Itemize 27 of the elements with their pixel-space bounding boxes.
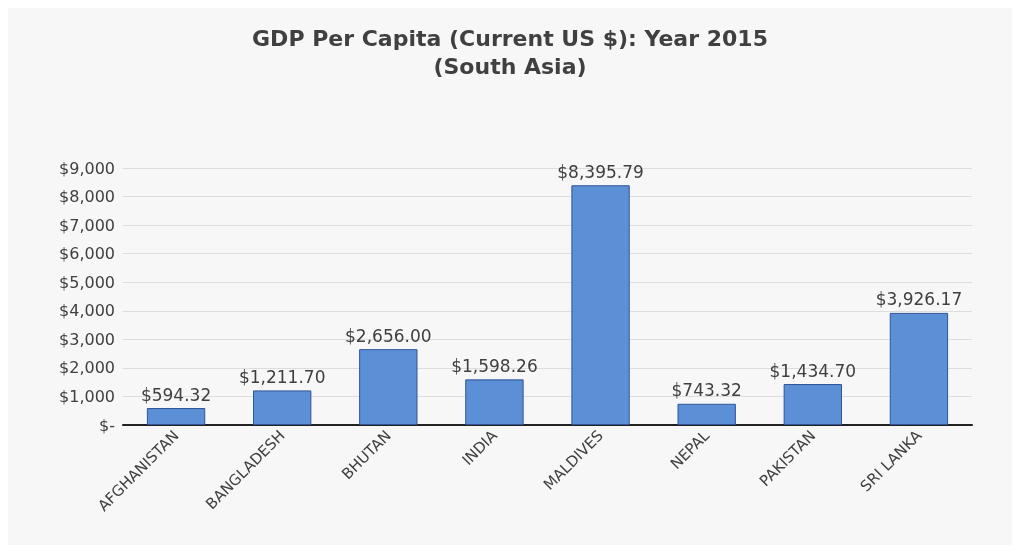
y-tick-label: $8,000	[59, 187, 115, 207]
y-tick-label: $4,000	[59, 301, 115, 321]
data-label: $3,926.17	[875, 289, 963, 310]
data-label: $8,395.79	[557, 161, 644, 182]
data-label: $594.32	[140, 384, 212, 405]
y-tick-label: $2,000	[59, 358, 115, 378]
data-label: $743.32	[671, 380, 742, 401]
bar	[146, 408, 206, 425]
y-tick-label: $6,000	[59, 244, 115, 264]
y-tick-label: $7,000	[59, 215, 115, 235]
chart-subtitle: (South Asia)	[433, 53, 587, 79]
data-label: $1,211.70	[238, 366, 326, 387]
bar	[465, 379, 524, 425]
y-tick-label: $3,000	[59, 329, 115, 349]
y-tick-label: $5,000	[59, 272, 115, 292]
bar	[677, 403, 736, 425]
bar	[783, 384, 842, 425]
chart-title: GDP Per Capita (Current US $): Year 2015	[252, 25, 768, 51]
data-label: $1,598.26	[451, 355, 538, 376]
y-tick-label: $9,000	[59, 158, 115, 178]
bar	[889, 312, 949, 425]
data-label: $1,434.70	[769, 360, 857, 381]
bar	[253, 390, 312, 425]
data-label: $2,656.00	[345, 325, 432, 346]
bar	[359, 349, 418, 425]
y-tick-label: $1,000	[59, 386, 115, 406]
bar	[571, 185, 630, 425]
